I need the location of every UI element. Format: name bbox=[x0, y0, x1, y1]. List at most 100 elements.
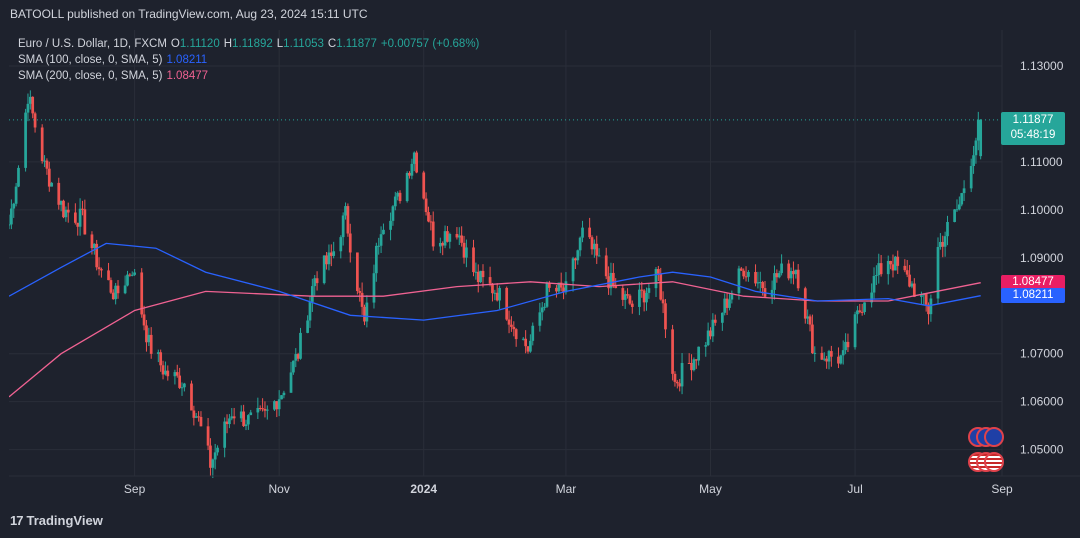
candle-body bbox=[877, 263, 881, 276]
candle-body bbox=[645, 292, 648, 303]
candle-body bbox=[443, 231, 447, 246]
candle-body bbox=[73, 212, 77, 223]
candle-body bbox=[908, 274, 911, 287]
candle-body bbox=[292, 360, 295, 373]
sma200-row[interactable]: SMA (200, close, 0, SMA, 5) 1.08477 bbox=[18, 68, 479, 84]
sma100-price-tag: 1.08211 bbox=[1001, 288, 1065, 304]
candle-body bbox=[389, 220, 392, 230]
candle-body bbox=[393, 196, 397, 207]
candle-body bbox=[460, 235, 464, 243]
candle-body bbox=[211, 459, 215, 468]
candle-body bbox=[275, 401, 279, 410]
candle-body bbox=[244, 424, 248, 427]
header-bar: BATOOLL published on TradingView.com, Au… bbox=[0, 0, 1080, 30]
candle-body bbox=[327, 252, 331, 265]
candle-body bbox=[647, 288, 651, 293]
candle-body bbox=[164, 370, 167, 375]
candle-body bbox=[578, 237, 582, 251]
y-tick-label: 1.11000 bbox=[1020, 155, 1063, 169]
chart-area[interactable]: 1.13000 1.11000 1.10000 1.09000 1.07000 1.060… bbox=[9, 30, 1080, 500]
candle-body bbox=[659, 273, 663, 300]
candle-body bbox=[777, 273, 781, 278]
candle-body bbox=[57, 182, 61, 205]
candle-body bbox=[747, 271, 750, 277]
candle-body bbox=[149, 334, 153, 354]
candle-body bbox=[709, 330, 712, 337]
candle-body bbox=[803, 288, 807, 319]
candle-body bbox=[728, 299, 731, 308]
candle-body bbox=[687, 362, 691, 364]
eu-flag-icon[interactable] bbox=[984, 427, 1004, 447]
symbol-title[interactable]: Euro / U.S. Dollar, 1D, FXCM bbox=[18, 38, 167, 50]
candle-body bbox=[723, 298, 727, 313]
candle-body bbox=[194, 416, 198, 418]
candle-body bbox=[893, 256, 897, 271]
candle-body bbox=[10, 208, 13, 225]
candle-body bbox=[438, 242, 442, 247]
candle-body bbox=[626, 294, 629, 296]
sma100-row[interactable]: SMA (100, close, 0, SMA, 5) 1.08211 bbox=[18, 52, 479, 68]
candle-body bbox=[905, 270, 909, 275]
candle-body bbox=[90, 234, 94, 249]
candle-body bbox=[28, 96, 32, 104]
candle-body bbox=[955, 209, 959, 211]
low-label: L bbox=[276, 38, 284, 50]
candle-body bbox=[521, 338, 525, 340]
sma200-label: SMA (200, close, 0, SMA, 5) bbox=[18, 70, 163, 82]
candle-body bbox=[374, 245, 378, 274]
candle-body bbox=[64, 209, 68, 218]
candle-body bbox=[512, 326, 516, 330]
candle-body bbox=[976, 119, 980, 141]
candle-body bbox=[960, 193, 964, 205]
candle-body bbox=[979, 119, 983, 157]
candle-body bbox=[363, 306, 366, 322]
candle-body bbox=[166, 370, 170, 377]
symbol-row: Euro / U.S. Dollar, 1D, FXCM O1.11120 H1… bbox=[18, 36, 479, 52]
us-flag-icon[interactable] bbox=[984, 452, 1004, 472]
candle-body bbox=[145, 325, 148, 343]
candle-body bbox=[611, 272, 615, 287]
candle-body bbox=[247, 415, 250, 425]
candle-body bbox=[130, 274, 134, 276]
candle-body bbox=[107, 270, 110, 281]
candle-body bbox=[50, 182, 54, 187]
candle-body bbox=[372, 273, 376, 303]
candle-body bbox=[742, 270, 746, 277]
candle-body bbox=[109, 280, 113, 293]
candle-body bbox=[557, 282, 561, 292]
candle-body bbox=[206, 426, 210, 446]
candle-body bbox=[972, 155, 975, 166]
candle-body bbox=[808, 316, 812, 325]
y-tick-label: 1.05000 bbox=[1020, 443, 1064, 457]
chart-legend: Euro / U.S. Dollar, 1D, FXCM O1.11120 H1… bbox=[18, 36, 479, 84]
candle-body bbox=[256, 408, 260, 413]
candle-body bbox=[242, 411, 245, 427]
candlestick-chart[interactable]: 1.13000 1.11000 1.10000 1.09000 1.07000 1.060… bbox=[9, 30, 1080, 500]
candle-body bbox=[277, 399, 281, 410]
sma200-line bbox=[9, 281, 981, 398]
candle-body bbox=[476, 271, 480, 283]
time-axis[interactable]: Sep Nov 2024 Mar May Jul Sep bbox=[9, 475, 1080, 496]
candle-body bbox=[273, 401, 276, 410]
candle-body bbox=[562, 287, 565, 293]
candle-body bbox=[543, 306, 546, 308]
tradingview-logo[interactable]: 17 TradingView bbox=[10, 513, 103, 528]
candle-body bbox=[775, 273, 779, 278]
candle-body bbox=[289, 372, 293, 393]
candle-body bbox=[427, 212, 430, 222]
candle-body bbox=[564, 281, 568, 293]
candle-body bbox=[886, 260, 890, 275]
candle-body bbox=[455, 233, 459, 238]
candle-body bbox=[692, 359, 696, 371]
price-axis[interactable]: 1.13000 1.11000 1.10000 1.09000 1.07000 1.060… bbox=[1001, 30, 1064, 476]
candle-body bbox=[628, 295, 632, 304]
candle-body bbox=[839, 355, 843, 364]
candle-body bbox=[574, 258, 577, 261]
candle-body bbox=[116, 285, 120, 294]
candle-body bbox=[711, 319, 715, 337]
candle-body bbox=[514, 329, 518, 340]
sma100-value: 1.08211 bbox=[166, 54, 208, 66]
candle-body bbox=[225, 421, 229, 425]
candle-body bbox=[462, 242, 466, 258]
candle-body bbox=[313, 278, 317, 287]
